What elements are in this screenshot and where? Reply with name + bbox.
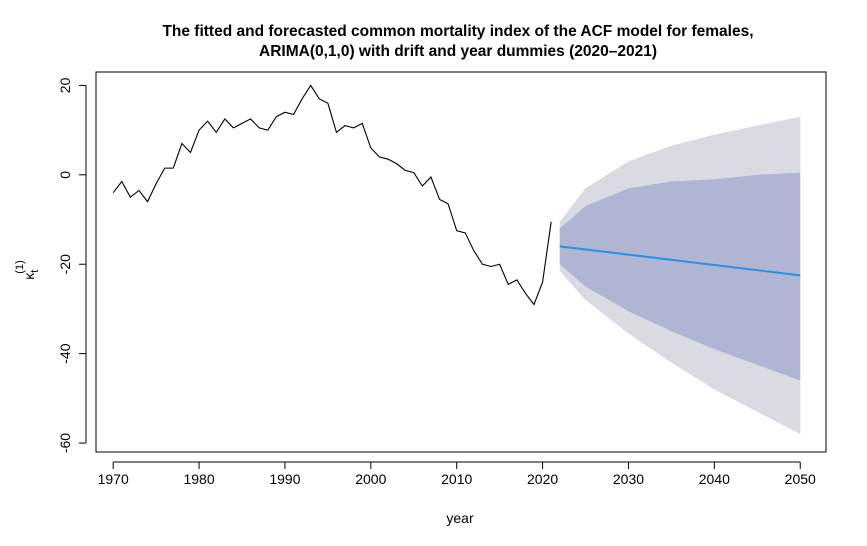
chart-title: The fitted and forecasted common mortali… [162, 23, 753, 40]
history-line [112, 84, 552, 306]
x-tick-label: 1970 [98, 471, 129, 487]
y-axis: -60 -40 -20 0 20 [57, 77, 87, 453]
svg-text:κt(1): κt(1) [14, 260, 41, 280]
forecast-bands [559, 116, 801, 435]
y-label-symbol: κ [21, 272, 37, 280]
x-tick-label: 2000 [355, 471, 386, 487]
band-inner [559, 172, 801, 381]
y-axis-label: κt(1) [14, 260, 41, 280]
x-tick-label: 2010 [441, 471, 472, 487]
x-tick-label: 2020 [527, 471, 558, 487]
forecast-line [559, 245, 801, 277]
y-tick-label: 20 [57, 77, 73, 93]
y-label-superscript: (1) [14, 260, 26, 273]
y-tick-label: -60 [57, 433, 73, 453]
plot-area-frame [95, 71, 827, 453]
y-tick-label: 0 [57, 171, 73, 179]
series-lines [112, 84, 801, 306]
x-tick-label: 1990 [269, 471, 300, 487]
x-tick-label: 2030 [613, 471, 644, 487]
x-tick-label: 1980 [183, 471, 214, 487]
x-tick-label: 2050 [785, 471, 816, 487]
x-axis-label: year [446, 510, 474, 526]
y-label-subscript: t [29, 270, 41, 273]
x-tick-label: 2040 [699, 471, 730, 487]
x-axis: 1970 1980 1990 2000 2010 2020 2030 2040 2050 [98, 461, 816, 487]
y-tick-label: -40 [57, 343, 73, 363]
y-tick-label: -20 [57, 254, 73, 274]
chart-subtitle: ARIMA(0,1,0) with drift and year dummies… [259, 43, 657, 60]
